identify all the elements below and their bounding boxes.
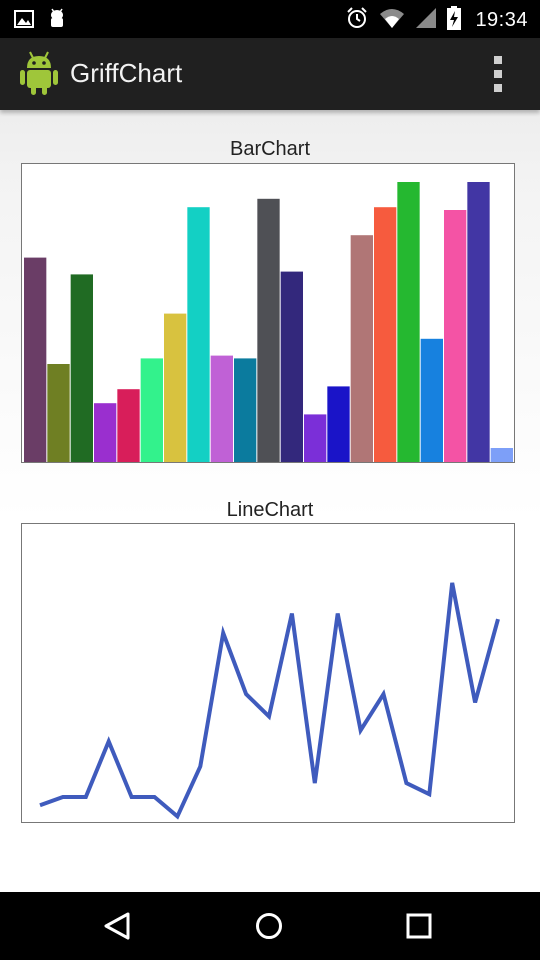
bar-chart-canvas — [24, 182, 513, 463]
action-bar: GriffChart — [0, 38, 540, 110]
bar-10 — [234, 358, 257, 462]
bar-2 — [47, 364, 70, 462]
bar-19 — [444, 210, 467, 462]
android-app-icon — [18, 50, 60, 101]
bar-chart — [21, 163, 515, 463]
bar-17 — [397, 182, 420, 462]
line-chart-canvas — [39, 582, 500, 820]
line-chart-title: LineChart — [226, 499, 314, 521]
recents-icon[interactable] — [399, 910, 439, 942]
bar-1 — [24, 257, 47, 462]
back-icon[interactable] — [98, 910, 138, 942]
signal-icon — [415, 7, 437, 34]
app-title: GriffChart — [70, 58, 183, 88]
wifi-icon — [379, 7, 405, 34]
bar-7 — [164, 313, 187, 462]
bar-6 — [140, 358, 163, 462]
bar-11 — [257, 198, 280, 463]
bar-9 — [210, 355, 233, 462]
battery-charging-icon — [447, 6, 462, 35]
android-debug-icon — [48, 8, 66, 35]
bar-20 — [467, 182, 490, 462]
bar-12 — [280, 271, 303, 462]
bar-4 — [94, 403, 117, 462]
bar-3 — [70, 274, 93, 462]
bar-8 — [187, 207, 210, 462]
bar-18 — [420, 338, 443, 462]
bar-21 — [490, 448, 513, 462]
image-icon — [14, 10, 34, 33]
navigation-bar — [0, 892, 540, 960]
bar-15 — [350, 235, 373, 462]
overflow-menu-icon[interactable] — [486, 56, 510, 92]
bar-16 — [374, 207, 397, 462]
home-icon[interactable] — [249, 910, 289, 942]
status-bar: 19:34 — [0, 0, 540, 38]
bar-5 — [117, 389, 140, 462]
alarm-icon — [345, 6, 369, 35]
line-series — [39, 582, 500, 820]
line-chart — [21, 523, 515, 823]
bar-chart-title: BarChart — [229, 138, 311, 160]
bar-14 — [327, 386, 350, 462]
bar-13 — [304, 414, 327, 462]
status-time: 19:34 — [475, 9, 528, 31]
